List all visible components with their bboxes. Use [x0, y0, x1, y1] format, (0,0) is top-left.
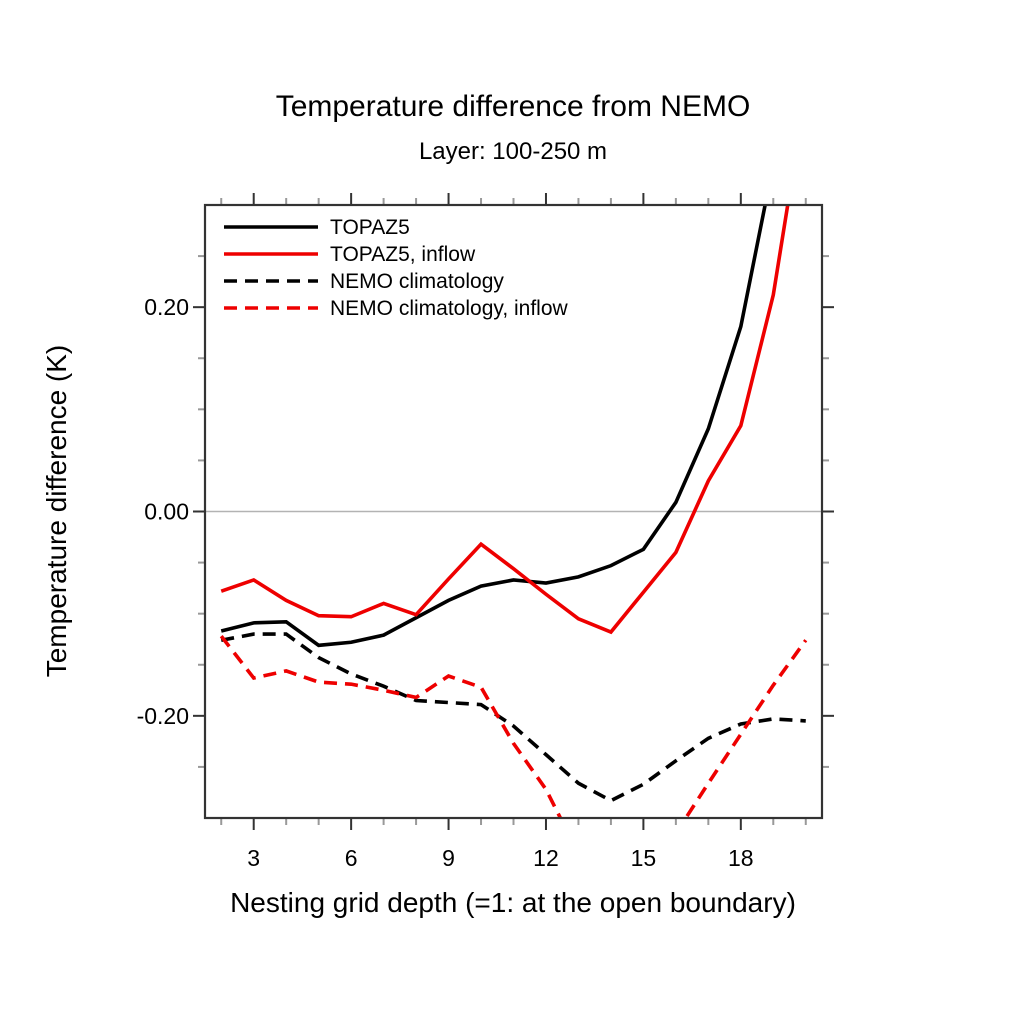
axis-ticks	[193, 193, 834, 830]
legend-label: TOPAZ5	[330, 216, 410, 239]
x-tick-label: 18	[728, 845, 754, 871]
y-tick-label: 0.20	[144, 294, 189, 320]
x-tick-label: 9	[442, 845, 455, 871]
x-tick-label: 15	[631, 845, 657, 871]
x-tick-label: 3	[247, 845, 260, 871]
plot-border	[203, 203, 824, 820]
x-tick-label: 6	[345, 845, 358, 871]
series-line-topaz5	[220, 205, 767, 648]
y-tick-label: -0.20	[137, 703, 189, 729]
y-axis-label: Temperature difference (K)	[41, 345, 72, 678]
legend-label: NEMO climatology	[330, 270, 504, 293]
tick-labels: 3 6 9 12 15 18 -0.20 0.00 0.20	[137, 294, 754, 871]
series-line-topaz5-inflow	[220, 205, 790, 635]
legend-label: NEMO climatology, inflow	[330, 297, 569, 320]
series-line-nemo-climatology	[220, 632, 806, 803]
legend-label: TOPAZ5, inflow	[330, 243, 476, 266]
chart-title: Temperature difference from NEMO	[276, 90, 751, 123]
chart-subtitle: Layer: 100-250 m	[419, 138, 607, 165]
data-curves	[219, 205, 808, 818]
y-tick-label: 0.00	[144, 499, 189, 525]
x-axis-label: Nesting grid depth (=1: at the open boun…	[230, 887, 796, 918]
legend: TOPAZ5 TOPAZ5, inflow NEMO climatology NEMO…	[224, 216, 569, 320]
series-line-nemo-climatology-inflow	[219, 635, 808, 818]
x-tick-label: 12	[533, 845, 559, 871]
